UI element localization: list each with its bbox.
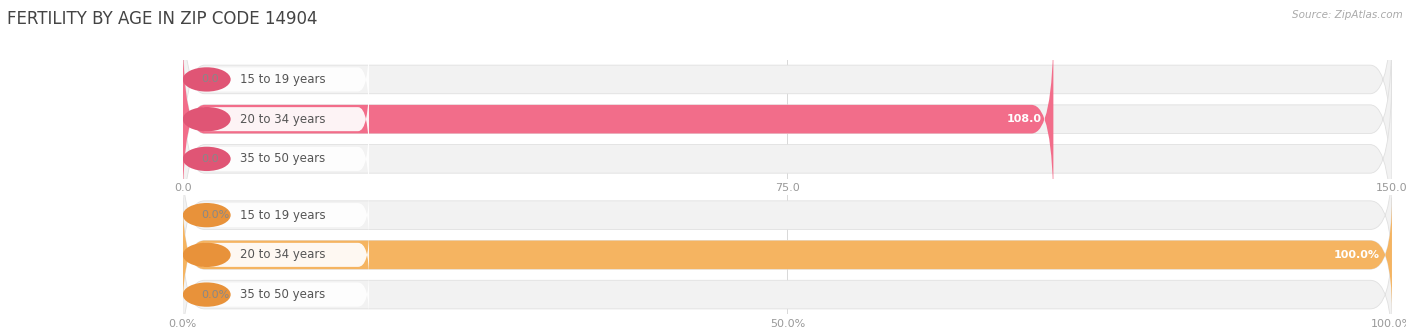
Text: 0.0: 0.0 bbox=[201, 74, 218, 84]
Ellipse shape bbox=[183, 243, 231, 267]
FancyBboxPatch shape bbox=[183, 198, 1392, 312]
FancyBboxPatch shape bbox=[183, 26, 1053, 212]
Text: 108.0: 108.0 bbox=[1007, 114, 1042, 124]
FancyBboxPatch shape bbox=[183, 26, 1392, 212]
FancyBboxPatch shape bbox=[183, 66, 1392, 252]
FancyBboxPatch shape bbox=[194, 231, 368, 279]
Text: 20 to 34 years: 20 to 34 years bbox=[240, 248, 325, 261]
Text: 0.0%: 0.0% bbox=[201, 290, 229, 300]
Text: FERTILITY BY AGE IN ZIP CODE 14904: FERTILITY BY AGE IN ZIP CODE 14904 bbox=[7, 10, 318, 28]
Ellipse shape bbox=[183, 67, 231, 92]
Text: 15 to 19 years: 15 to 19 years bbox=[240, 209, 325, 222]
FancyBboxPatch shape bbox=[194, 117, 368, 201]
FancyBboxPatch shape bbox=[183, 158, 1392, 272]
Text: 100.0%: 100.0% bbox=[1334, 250, 1379, 260]
Ellipse shape bbox=[183, 147, 231, 171]
FancyBboxPatch shape bbox=[183, 198, 1392, 312]
Text: 15 to 19 years: 15 to 19 years bbox=[240, 73, 325, 86]
FancyBboxPatch shape bbox=[194, 191, 368, 239]
Ellipse shape bbox=[183, 282, 231, 307]
FancyBboxPatch shape bbox=[194, 38, 368, 121]
Ellipse shape bbox=[183, 203, 231, 227]
Text: 0.0: 0.0 bbox=[201, 154, 218, 164]
Text: 35 to 50 years: 35 to 50 years bbox=[240, 152, 325, 166]
Text: 20 to 34 years: 20 to 34 years bbox=[240, 113, 325, 126]
FancyBboxPatch shape bbox=[194, 271, 368, 318]
FancyBboxPatch shape bbox=[194, 77, 368, 161]
Ellipse shape bbox=[183, 107, 231, 131]
FancyBboxPatch shape bbox=[183, 0, 1392, 172]
Text: 35 to 50 years: 35 to 50 years bbox=[240, 288, 325, 301]
Text: Source: ZipAtlas.com: Source: ZipAtlas.com bbox=[1292, 10, 1403, 20]
Text: 0.0%: 0.0% bbox=[201, 210, 229, 220]
FancyBboxPatch shape bbox=[183, 237, 1392, 331]
